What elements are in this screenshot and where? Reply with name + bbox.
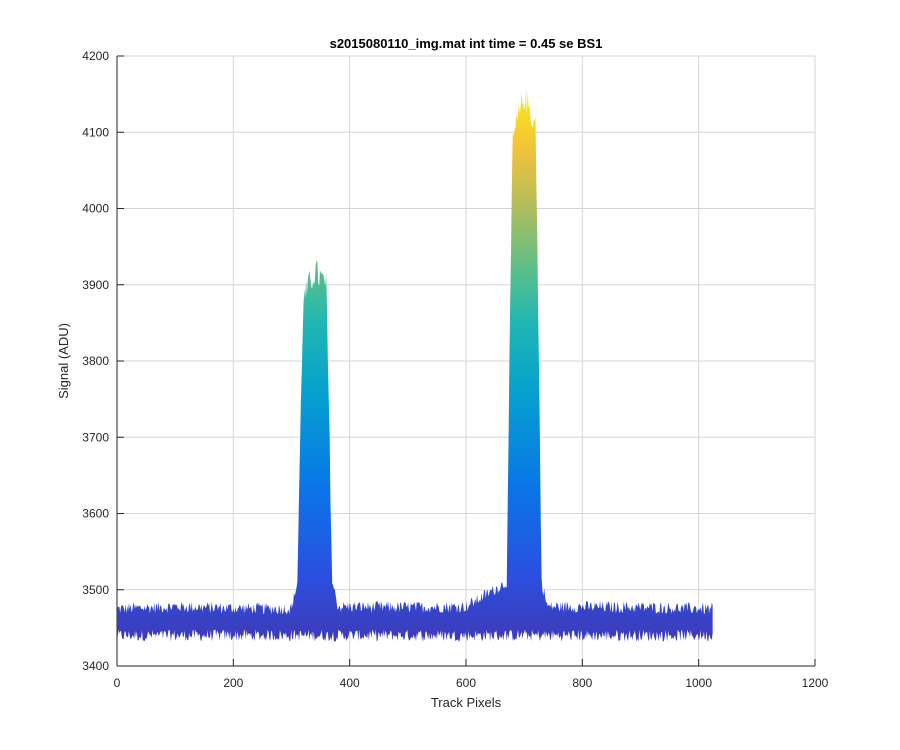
y-tick-label: 4100: [82, 125, 109, 139]
x-tick-label: 0: [114, 676, 121, 690]
y-tick-label: 3600: [82, 507, 109, 521]
x-tick-label: 600: [456, 676, 476, 690]
x-tick-label: 1000: [685, 676, 712, 690]
y-axis-label: Signal (ADU): [56, 323, 71, 399]
y-tick-label: 3400: [82, 659, 109, 673]
y-tick-label: 3800: [82, 354, 109, 368]
chart-title: s2015080110_img.mat int time = 0.45 se B…: [330, 36, 603, 51]
x-tick-label: 800: [572, 676, 592, 690]
x-tick-label: 1200: [802, 676, 829, 690]
x-tick-label: 400: [340, 676, 360, 690]
y-tick-label: 3500: [82, 583, 109, 597]
y-tick-label: 3700: [82, 430, 109, 444]
x-tick-label: 200: [223, 676, 243, 690]
y-tick-label: 4200: [82, 49, 109, 63]
x-axis-label: Track Pixels: [431, 695, 502, 710]
y-tick-label: 3900: [82, 278, 109, 292]
axes: 0 200 400 600 800 1000 1200 3400 3500 3600 3700 380…: [82, 49, 828, 690]
y-tick-label: 4000: [82, 202, 109, 216]
